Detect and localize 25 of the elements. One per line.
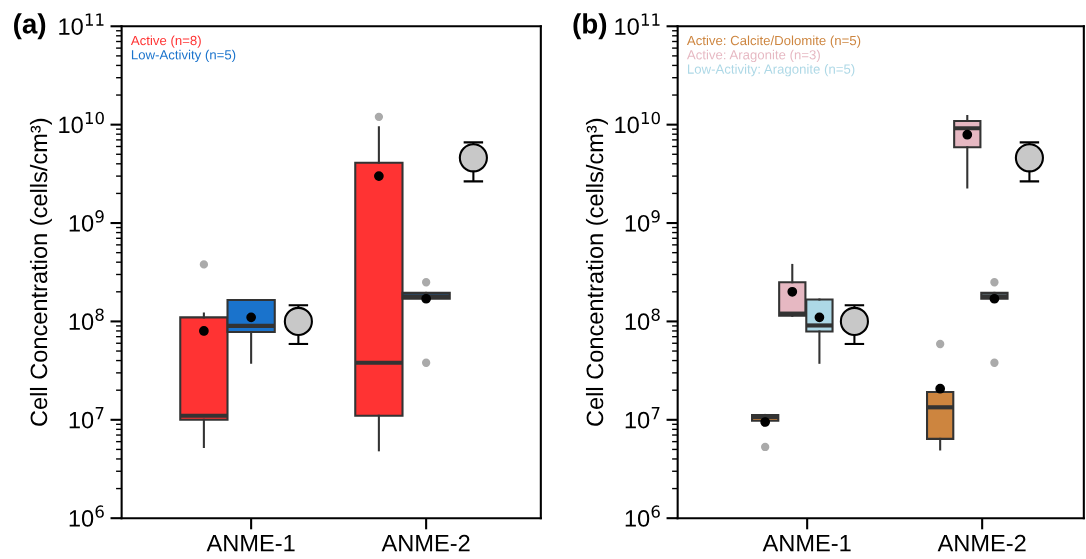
y-axis-title: Cell Concentration (cells/cm³) (585, 118, 608, 426)
y-tick-label: 10$^{6}$ (69, 505, 104, 527)
x-tick-label: ANME-1 (206, 535, 295, 552)
y-tick-label: 10$^{11}$ (615, 13, 660, 35)
chart-title: (a) (14, 13, 46, 40)
x-tick-label: ANME-2 (937, 534, 1026, 552)
text: Active: Aragonite (n=3) (686, 49, 820, 63)
x-tick-label: ANME-2 (381, 534, 470, 552)
text: Low-Activity (n=5) (131, 49, 236, 63)
y-tick-label: 10$^{8}$ (69, 308, 104, 331)
text: Active: Calcite/Dolomite (n=5) (686, 35, 861, 48)
chart-title: (b) (573, 13, 607, 40)
y-tick-label: 10$^{8}$ (625, 308, 660, 331)
x-tick-label: ANME-1 (762, 535, 851, 552)
y-tick-label: 10$^{7}$ (625, 407, 660, 429)
y-tick-label: 10$^{7}$ (69, 407, 104, 429)
y-axis-title: Cell Concentration (cells/cm³) (29, 118, 52, 426)
text: Active (n=8) (130, 35, 201, 48)
text: Low-Activity: Aragonite (n=5) (687, 64, 855, 77)
y-tick-label: 10$^{9}$ (69, 210, 104, 232)
y-tick-label: 10$^{10}$ (59, 111, 104, 134)
y-tick-label: 10$^{9}$ (625, 210, 660, 232)
y-tick-label: 10$^{10}$ (615, 111, 660, 134)
y-tick-label: 10$^{11}$ (59, 13, 104, 35)
y-tick-label: 10$^{6}$ (625, 505, 660, 527)
